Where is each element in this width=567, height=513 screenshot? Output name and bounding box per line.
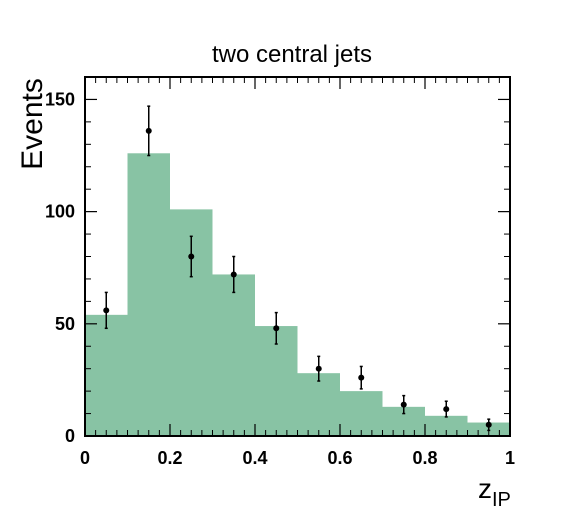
axis-ticks: 0 0.2 0.4 0.6 0.8 1 0 50 100 150 <box>45 76 515 468</box>
histogram-bars <box>85 153 510 436</box>
y-axis-label: Events <box>16 78 49 170</box>
x-tick-label: 1 <box>505 448 515 468</box>
data-point <box>273 325 280 332</box>
data-point <box>315 365 322 372</box>
histogram-bar <box>127 153 170 436</box>
data-point <box>443 406 450 413</box>
x-axis-label-main: z <box>478 473 492 504</box>
x-tick-label: 0.6 <box>327 448 352 468</box>
histogram-bar <box>297 373 340 436</box>
chart-title: two central jets <box>212 41 372 68</box>
data-point <box>485 421 492 428</box>
x-tick-label: 0 <box>80 448 90 468</box>
data-point <box>358 374 365 381</box>
y-tick-label: 150 <box>45 89 75 109</box>
data-point <box>400 401 407 408</box>
x-axis-label: zIP <box>478 473 511 511</box>
x-tick-label: 0.4 <box>242 448 267 468</box>
data-point <box>230 271 237 278</box>
y-tick-label: 0 <box>65 426 75 446</box>
x-tick-label: 0.8 <box>412 448 437 468</box>
data-point <box>145 127 152 134</box>
x-axis-label-subscript: IP <box>492 489 511 511</box>
data-points <box>103 105 492 432</box>
data-point <box>103 307 110 314</box>
histogram-bar <box>340 391 383 436</box>
data-point <box>188 253 195 260</box>
x-tick-label: 0.2 <box>157 448 182 468</box>
y-tick-label: 100 <box>45 202 75 222</box>
y-tick-label: 50 <box>55 314 75 334</box>
histogram-bar <box>212 274 255 436</box>
histogram-bar <box>85 314 128 436</box>
